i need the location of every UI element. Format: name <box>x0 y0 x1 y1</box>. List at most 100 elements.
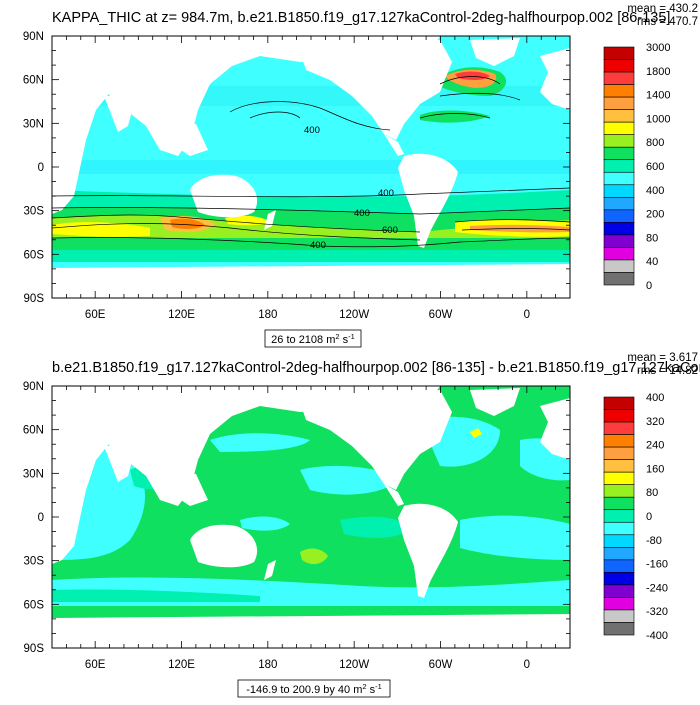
legend-label: 1800 <box>646 66 670 78</box>
legend-swatch <box>603 484 635 498</box>
y-tick-label: 60S <box>24 249 45 261</box>
panel-2-mean: mean = 3.617 <box>627 352 698 364</box>
legend-label: -320 <box>646 606 668 618</box>
legend-swatch <box>603 259 635 273</box>
panel-2: b.e21.B1850.f19_g17.127kaControl-2deg-ha… <box>23 352 700 698</box>
legend-swatch <box>603 409 635 423</box>
legend-swatch <box>603 559 635 573</box>
y-tick-label: 90N <box>23 381 44 393</box>
legend-swatch <box>603 521 635 536</box>
y-tick-label: 60S <box>24 599 45 611</box>
panel-1-contour-label: 400 <box>354 208 370 219</box>
legend-label: 200 <box>646 209 664 221</box>
y-tick-label: 30S <box>24 206 45 218</box>
legend-label: 0 <box>646 280 652 292</box>
panel-2-range-label: -146.9 to 200.9 by 40 m2 s-1 <box>246 682 382 696</box>
panel-1-range-label: 26 to 2108 m2 s-1 <box>271 332 355 346</box>
legend-swatch <box>603 547 635 561</box>
legend-swatch <box>603 584 635 598</box>
legend-swatch <box>603 197 635 211</box>
legend-label: 240 <box>646 440 664 452</box>
legend-swatch <box>603 446 635 460</box>
legend-swatch <box>603 134 635 148</box>
legend-swatch <box>603 272 635 286</box>
panel-2-legend: 400 320 240 160 80 0 -80 -160 -240 -320 -400 <box>603 392 668 642</box>
x-tick-label: 60E <box>85 309 106 321</box>
legend-swatch <box>603 421 635 435</box>
y-tick-label: 0 <box>38 162 44 174</box>
legend-label: 1000 <box>646 113 670 125</box>
legend-swatch <box>603 622 635 636</box>
legend-swatch <box>603 121 635 135</box>
y-tick-label: 90N <box>23 31 44 43</box>
panel-1-contour-label: 400 <box>378 188 394 199</box>
legend-label: -80 <box>646 535 662 547</box>
x-tick-label: 60W <box>429 659 453 671</box>
x-tick-label: 60E <box>85 659 106 671</box>
y-tick-label: 60N <box>23 425 44 437</box>
legend-label: 3000 <box>646 42 670 54</box>
legend-swatch <box>603 247 635 261</box>
legend-label: 800 <box>646 137 664 149</box>
panel-1-range-box <box>264 329 362 348</box>
x-tick-label: 180 <box>258 309 277 321</box>
x-tick-label: 0 <box>524 309 530 321</box>
legend-swatch <box>603 59 635 73</box>
panel-1-contour-label: 400 <box>310 240 326 251</box>
legend-label: -400 <box>646 630 668 642</box>
legend-label: 400 <box>646 185 664 197</box>
x-tick-label: 120E <box>168 659 195 671</box>
legend-swatch <box>603 171 635 186</box>
x-tick-label: 0 <box>524 659 530 671</box>
legend-swatch <box>603 597 635 611</box>
x-tick-label: 120W <box>339 659 369 671</box>
legend-swatch <box>603 396 635 410</box>
legend-swatch <box>603 609 635 623</box>
legend-swatch <box>603 509 635 523</box>
x-tick-label: 120E <box>168 309 195 321</box>
legend-label: 320 <box>646 416 664 428</box>
legend-label: 160 <box>646 463 664 475</box>
panel-1-title: KAPPA_THIC at z= 984.7m, b.e21.B1850.f19… <box>52 10 670 26</box>
panel-2-title: b.e21.B1850.f19_g17.127kaControl-2deg-ha… <box>52 360 700 376</box>
panel-1-rms: rms = 470.7 <box>637 16 698 28</box>
panel-2-rms: rms = 14.82 <box>637 365 698 377</box>
legend-swatch <box>603 109 635 123</box>
panel-2-range-box <box>237 679 391 698</box>
legend-label: -160 <box>646 559 668 571</box>
y-tick-label: 30N <box>23 118 44 130</box>
legend-label: 40 <box>646 256 658 268</box>
legend-swatch <box>603 84 635 98</box>
legend-swatch <box>603 434 635 448</box>
panel-1-mean: mean = 430.2 <box>627 3 698 15</box>
legend-label: 600 <box>646 161 664 173</box>
y-tick-label: 30S <box>24 556 45 568</box>
legend-swatch <box>603 96 635 110</box>
legend-swatch <box>603 471 635 485</box>
legend-label: -240 <box>646 582 668 594</box>
y-tick-label: 60N <box>23 75 44 87</box>
panel-2-axes: 60E 120E 180 120W 60W 0 90N 60N 30N 0 30S 60S 90S <box>23 381 571 671</box>
panel-1-axes: 60E 120E 180 120W 60W 0 90N 60N 30N 0 30S 60S 90S <box>23 31 571 321</box>
legend-swatch <box>603 146 635 161</box>
legend-swatch <box>603 496 635 511</box>
x-tick-label: 120W <box>339 309 369 321</box>
y-tick-label: 0 <box>38 512 44 524</box>
x-tick-label: 180 <box>258 659 277 671</box>
legend-swatch <box>603 222 635 236</box>
legend-swatch <box>603 234 635 248</box>
legend-label: 0 <box>646 511 652 523</box>
legend-swatch <box>603 534 635 548</box>
y-tick-label: 90S <box>24 293 45 305</box>
x-tick-label: 60W <box>429 309 453 321</box>
legend-label: 1400 <box>646 90 670 102</box>
panel-1-contour-label: 400 <box>304 125 320 136</box>
y-tick-label: 90S <box>24 643 45 655</box>
legend-swatch <box>603 46 635 60</box>
panel-1-contour-label: 600 <box>382 225 398 236</box>
y-tick-label: 30N <box>23 468 44 480</box>
legend-swatch <box>603 184 635 198</box>
legend-swatch <box>603 209 635 223</box>
legend-swatch <box>603 71 635 85</box>
